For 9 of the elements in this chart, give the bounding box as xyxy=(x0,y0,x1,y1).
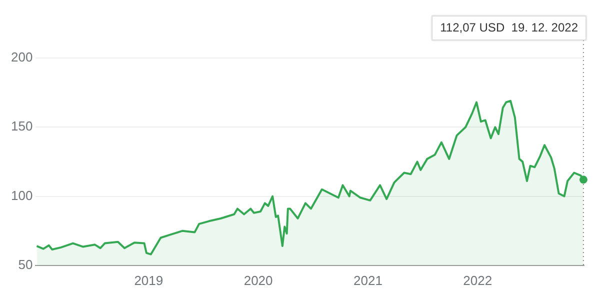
x-tick-label: 2019 xyxy=(134,272,164,288)
text: 112,07 USD 19. 12. 2022 xyxy=(440,20,578,34)
y-tick-label: 200 xyxy=(10,50,33,65)
y-tick-label: 100 xyxy=(10,188,33,203)
x-tick-label: 2020 xyxy=(244,272,273,288)
y-tick-label: 50 xyxy=(18,256,33,272)
y-tick-label: 150 xyxy=(10,118,33,134)
x-tick-label: 2021 xyxy=(354,272,382,288)
x-tick-label: 2022 xyxy=(463,272,492,288)
